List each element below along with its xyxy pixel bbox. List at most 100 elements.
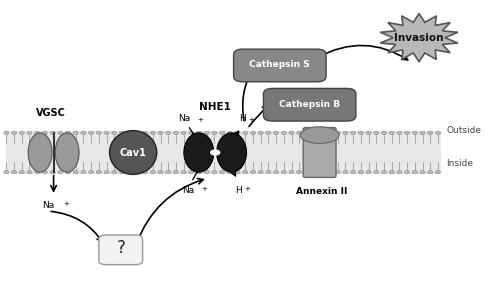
Ellipse shape [28,133,52,172]
Circle shape [312,170,317,174]
Circle shape [358,131,364,135]
Circle shape [235,170,240,174]
Text: +: + [244,186,250,192]
Circle shape [88,131,94,135]
Circle shape [428,170,433,174]
Text: Na: Na [42,201,55,210]
Circle shape [142,131,148,135]
Circle shape [12,131,16,135]
Ellipse shape [55,133,79,172]
Circle shape [158,131,163,135]
Circle shape [397,170,402,174]
FancyBboxPatch shape [234,49,326,82]
FancyBboxPatch shape [264,88,356,121]
Circle shape [174,170,178,174]
Circle shape [235,131,240,135]
Circle shape [404,170,409,174]
Circle shape [320,131,325,135]
Ellipse shape [110,131,157,174]
Text: Na: Na [178,114,190,123]
FancyBboxPatch shape [99,235,142,265]
Circle shape [258,131,264,135]
Circle shape [436,170,440,174]
Circle shape [374,131,379,135]
Circle shape [382,170,386,174]
Circle shape [228,131,232,135]
Text: Outside: Outside [446,126,482,135]
Text: +: + [63,201,69,207]
Circle shape [150,131,156,135]
Circle shape [19,170,24,174]
Text: H: H [239,114,246,123]
Circle shape [12,170,16,174]
Circle shape [174,131,178,135]
Circle shape [112,131,117,135]
Circle shape [281,170,286,174]
Circle shape [374,170,379,174]
Circle shape [127,170,132,174]
Circle shape [150,170,156,174]
Text: VGSC: VGSC [36,108,66,118]
Circle shape [296,170,302,174]
Circle shape [412,170,418,174]
Circle shape [366,170,371,174]
Circle shape [304,170,310,174]
Circle shape [389,170,394,174]
Circle shape [281,131,286,135]
Circle shape [34,131,40,135]
Circle shape [204,170,210,174]
Circle shape [289,170,294,174]
Circle shape [212,131,217,135]
Text: Na: Na [182,186,194,195]
Circle shape [142,170,148,174]
Circle shape [34,170,40,174]
Circle shape [220,170,224,174]
Text: Cathepsin S: Cathepsin S [250,60,310,69]
Circle shape [320,170,325,174]
Circle shape [66,170,70,174]
Circle shape [335,131,340,135]
Circle shape [204,131,210,135]
Circle shape [350,131,356,135]
FancyBboxPatch shape [303,127,336,178]
Circle shape [420,131,425,135]
Circle shape [19,131,24,135]
Circle shape [366,131,371,135]
Circle shape [112,170,117,174]
Circle shape [343,170,348,174]
Circle shape [389,131,394,135]
Bar [6,131,442,174]
Circle shape [50,131,55,135]
Text: +: + [198,117,203,123]
Ellipse shape [300,127,339,143]
Circle shape [289,131,294,135]
Circle shape [343,131,348,135]
Circle shape [96,131,102,135]
Circle shape [358,170,364,174]
Circle shape [220,131,224,135]
Circle shape [397,131,402,135]
Text: Cathepsin B: Cathepsin B [279,100,340,109]
Circle shape [404,131,409,135]
Circle shape [335,170,340,174]
Circle shape [412,131,418,135]
Circle shape [210,149,220,156]
Circle shape [189,170,194,174]
Circle shape [135,131,140,135]
Circle shape [266,131,271,135]
Circle shape [42,131,48,135]
Circle shape [127,131,132,135]
Circle shape [382,131,386,135]
Circle shape [250,170,256,174]
Circle shape [4,131,9,135]
Ellipse shape [216,133,246,172]
Circle shape [328,131,332,135]
Circle shape [73,131,78,135]
Circle shape [96,170,102,174]
Circle shape [250,131,256,135]
Circle shape [420,170,425,174]
Circle shape [436,131,440,135]
Text: +: + [248,117,254,123]
Circle shape [158,170,163,174]
Circle shape [274,170,278,174]
